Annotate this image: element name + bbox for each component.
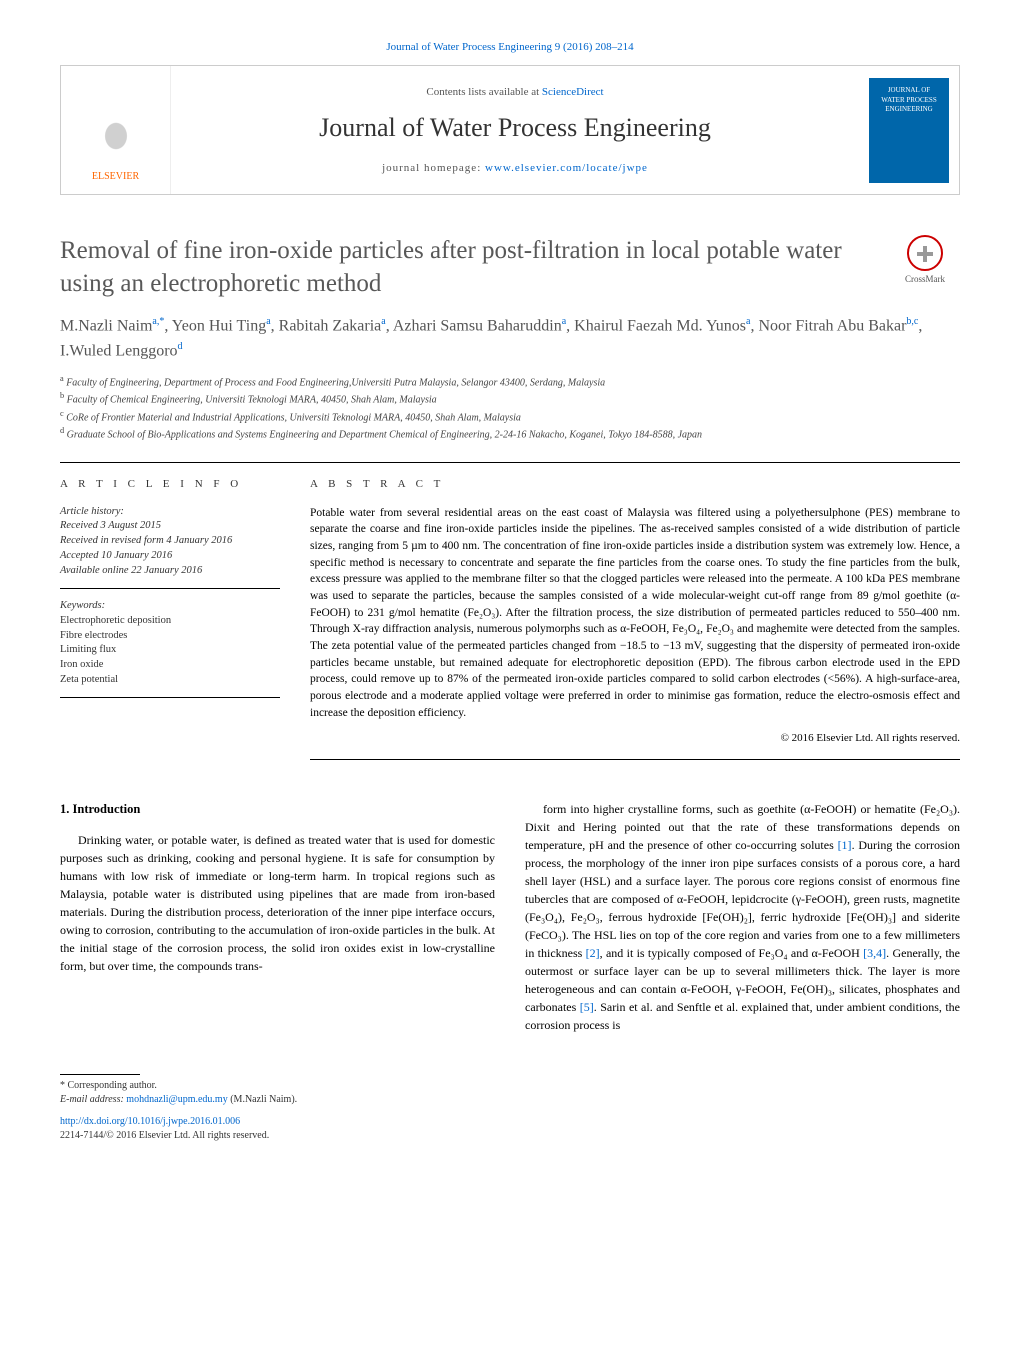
keywords-label: Keywords: (60, 599, 280, 614)
article-history: Article history: Received 3 August 2015R… (60, 505, 280, 589)
keywords-block: Keywords: Electrophoretic depositionFibr… (60, 599, 280, 698)
publisher-logo-cell: ELSEVIER (61, 66, 171, 194)
history-line: Received in revised form 4 January 2016 (60, 534, 280, 549)
history-line: Available online 22 January 2016 (60, 564, 280, 579)
contents-prefix: Contents lists available at (426, 86, 541, 98)
elsevier-tree-icon (91, 106, 141, 166)
keyword: Limiting flux (60, 643, 280, 658)
affiliation-line: a Faculty of Engineering, Department of … (60, 373, 960, 390)
email-line: E-mail address: mohdnazli@upm.edu.my (M.… (60, 1093, 960, 1107)
affiliation-line: d Graduate School of Bio-Applications an… (60, 425, 960, 442)
sciencedirect-link[interactable]: ScienceDirect (542, 86, 604, 98)
ref-2-link[interactable]: [2] (586, 946, 600, 960)
journal-cover-thumbnail[interactable]: JOURNAL OF WATER PROCESS ENGINEERING (869, 78, 949, 183)
corresponding-author-note: * Corresponding author. (60, 1079, 960, 1093)
author-list: M.Nazli Naima,*, Yeon Hui Tinga, Rabitah… (60, 314, 960, 363)
contents-available-line: Contents lists available at ScienceDirec… (426, 85, 603, 100)
body-column-left: 1. Introduction Drinking water, or potab… (60, 800, 495, 1034)
title-row: Removal of fine iron-oxide particles aft… (60, 235, 960, 300)
info-abstract-row: a r t i c l e i n f o Article history: R… (60, 462, 960, 760)
keyword: Iron oxide (60, 658, 280, 673)
running-head: Journal of Water Process Engineering 9 (… (60, 40, 960, 55)
page-footer: * Corresponding author. E-mail address: … (60, 1074, 960, 1143)
keyword: Fibre electrodes (60, 629, 280, 644)
footnote-rule (60, 1074, 140, 1075)
corresponding-email-link[interactable]: mohdnazli@upm.edu.my (126, 1094, 227, 1105)
ref-5-link[interactable]: [5] (580, 1000, 594, 1014)
cover-line3: ENGINEERING (885, 105, 932, 115)
history-line: Received 3 August 2015 (60, 519, 280, 534)
section-1-heading: 1. Introduction (60, 800, 495, 819)
affiliation-line: b Faculty of Chemical Engineering, Unive… (60, 390, 960, 407)
body-column-right: form into higher crystalline forms, such… (525, 800, 960, 1034)
crossmark-icon (907, 235, 943, 271)
email-suffix: (M.Nazli Naim). (228, 1094, 297, 1105)
article-title: Removal of fine iron-oxide particles aft… (60, 235, 870, 300)
abstract-column: a b s t r a c t Potable water from sever… (310, 462, 960, 760)
history-line: Accepted 10 January 2016 (60, 549, 280, 564)
abstract-heading: a b s t r a c t (310, 477, 960, 492)
crossmark-label: CrossMark (890, 273, 960, 286)
journal-header: ELSEVIER Contents lists available at Sci… (60, 65, 960, 195)
journal-cover-cell: JOURNAL OF WATER PROCESS ENGINEERING (859, 66, 959, 194)
cover-line2: WATER PROCESS (881, 96, 936, 106)
elsevier-wordmark: ELSEVIER (91, 170, 141, 184)
keyword: Zeta potential (60, 673, 280, 688)
intro-paragraph-1: Drinking water, or potable water, is def… (60, 831, 495, 975)
affiliation-line: c CoRe of Frontier Material and Industri… (60, 408, 960, 425)
abstract-text: Potable water from several residential a… (310, 505, 960, 722)
doi-link[interactable]: http://dx.doi.org/10.1016/j.jwpe.2016.01… (60, 1116, 240, 1127)
elsevier-logo[interactable]: ELSEVIER (91, 106, 141, 184)
cover-line1: JOURNAL OF (888, 86, 930, 96)
article-info-heading: a r t i c l e i n f o (60, 477, 280, 492)
running-head-link[interactable]: Journal of Water Process Engineering 9 (… (386, 41, 633, 53)
issn-copyright-line: 2214-7144/© 2016 Elsevier Ltd. All right… (60, 1129, 960, 1143)
ref-1-link[interactable]: [1] (838, 838, 852, 852)
email-label: E-mail address: (60, 1094, 126, 1105)
article-info-column: a r t i c l e i n f o Article history: R… (60, 462, 280, 760)
journal-header-center: Contents lists available at ScienceDirec… (171, 66, 859, 194)
ref-3-4-link[interactable]: [3,4] (863, 946, 886, 960)
journal-name: Journal of Water Process Engineering (319, 110, 711, 146)
intro-paragraph-1-cont: form into higher crystalline forms, such… (525, 800, 960, 1034)
abstract-copyright: © 2016 Elsevier Ltd. All rights reserved… (310, 731, 960, 746)
crossmark-badge[interactable]: CrossMark (890, 235, 960, 286)
keyword: Electrophoretic deposition (60, 614, 280, 629)
affiliations: a Faculty of Engineering, Department of … (60, 373, 960, 442)
body-columns: 1. Introduction Drinking water, or potab… (60, 800, 960, 1034)
history-label: Article history: (60, 505, 280, 520)
homepage-prefix: journal homepage: (382, 162, 485, 174)
journal-homepage-line: journal homepage: www.elsevier.com/locat… (382, 161, 648, 176)
homepage-link[interactable]: www.elsevier.com/locate/jwpe (485, 162, 648, 174)
